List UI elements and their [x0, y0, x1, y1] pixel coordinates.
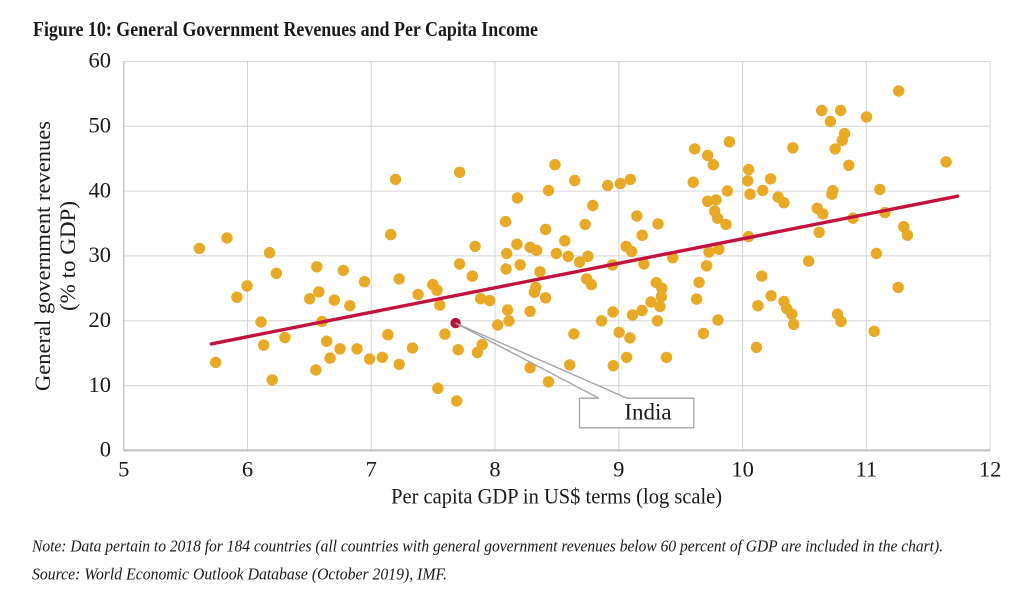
svg-text:30: 30: [89, 242, 112, 267]
svg-text:10: 10: [89, 372, 112, 397]
svg-text:9: 9: [613, 457, 624, 482]
svg-text:India: India: [624, 400, 671, 425]
svg-text:7: 7: [366, 457, 377, 482]
svg-text:Per capita GDP in US$ terms (l: Per capita GDP in US$ terms (log scale): [391, 484, 722, 509]
svg-text:Figure 10: General Government: Figure 10: General Government Revenues a…: [33, 17, 538, 41]
svg-text:Note: Data pertain to 2018 for: Note: Data pertain to 2018 for 184 count…: [31, 537, 943, 556]
svg-text:12: 12: [979, 457, 1002, 482]
svg-text:5: 5: [118, 457, 129, 482]
svg-text:(% to GDP): (% to GDP): [55, 201, 80, 311]
svg-text:40: 40: [89, 177, 112, 202]
svg-text:11: 11: [855, 457, 877, 482]
svg-text:0: 0: [100, 437, 111, 462]
svg-text:60: 60: [89, 48, 112, 73]
svg-text:50: 50: [89, 113, 112, 138]
svg-text:10: 10: [731, 457, 754, 482]
svg-text:Source: World Economic Outlook: Source: World Economic Outlook Database …: [32, 565, 447, 584]
svg-text:8: 8: [489, 457, 500, 482]
svg-text:6: 6: [242, 457, 253, 482]
svg-text:20: 20: [89, 307, 112, 332]
svg-text:General government revenues: General government revenues: [30, 121, 55, 391]
